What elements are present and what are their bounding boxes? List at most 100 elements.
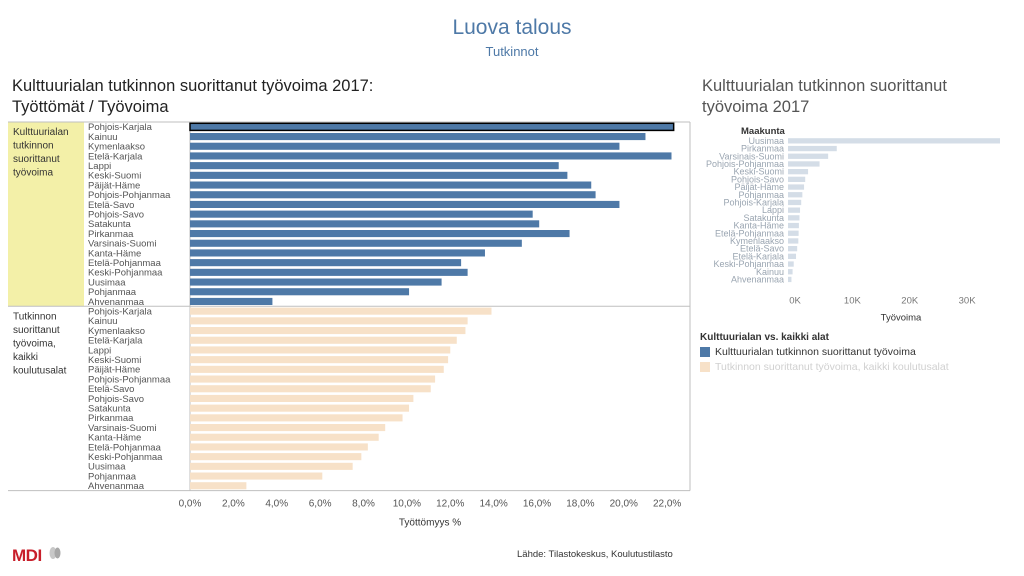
category-label: Keski-Suomi xyxy=(733,167,784,177)
row-label-line: työvoima xyxy=(13,168,53,179)
bar xyxy=(190,239,522,247)
row-label-line: Kulttuurialan xyxy=(13,127,69,138)
bar xyxy=(190,394,414,402)
legend-item-all-fields[interactable]: Tutkinnon suorittanut työvoima, kaikki k… xyxy=(700,361,949,373)
bar xyxy=(788,161,820,167)
row-label-culture: Kulttuurialan tutkinnon suorittanut työvoim… xyxy=(13,127,69,179)
bar xyxy=(788,222,799,229)
category-label: Pohjois-Pohjanmaa xyxy=(88,374,171,385)
bar xyxy=(190,133,646,141)
category-label: Päijät-Häme xyxy=(734,182,784,192)
bar xyxy=(190,356,449,364)
category-label: Päijät-Häme xyxy=(88,180,140,191)
category-label: Pirkanmaa xyxy=(88,413,134,424)
legend-label-culture: Kulttuurialan tutkinnon suorittanut työv… xyxy=(715,346,916,358)
category-label: Etelä-Karjala xyxy=(88,151,143,162)
category-label: Kymenlaakso xyxy=(88,326,145,337)
bar xyxy=(190,443,368,451)
category-label: Satakunta xyxy=(88,404,131,415)
category-label: Kanta-Häme xyxy=(88,433,141,444)
x-axis-title: Työvoima xyxy=(881,312,922,323)
bar xyxy=(788,145,837,152)
category-label: Keski-Pohjanmaa xyxy=(88,268,163,279)
x-tick-label: 0,0% xyxy=(179,499,202,510)
category-label: Etelä-Karjala xyxy=(88,336,143,347)
category-label: Kanta-Häme xyxy=(88,248,141,259)
category-label: Lappi xyxy=(88,161,111,172)
legend-item-culture[interactable]: Kulttuurialan tutkinnon suorittanut työv… xyxy=(700,346,916,358)
row-label-line: Tutkinnon xyxy=(13,311,57,322)
bar xyxy=(788,184,805,190)
category-label: Pirkanmaa xyxy=(741,144,784,154)
bar xyxy=(788,230,799,236)
bar xyxy=(788,269,793,275)
bar xyxy=(190,385,431,393)
x-tick-label: 2,0% xyxy=(222,499,245,510)
x-tick-label: 14,0% xyxy=(479,499,507,510)
bar xyxy=(190,220,540,228)
mdi-logo: MDI xyxy=(12,546,42,565)
category-label: Etelä-Pohjanmaa xyxy=(715,228,784,238)
bar xyxy=(190,482,247,490)
bar xyxy=(788,199,802,206)
category-label: Päijät-Häme xyxy=(88,365,140,376)
bar xyxy=(190,200,620,208)
category-label: Pohjois-Pohjanmaa xyxy=(706,159,784,169)
right-chart-title-line1: Kulttuurialan tutkinnon suorittanut xyxy=(702,77,947,95)
bar xyxy=(190,462,353,470)
category-label: Uusimaa xyxy=(88,462,126,473)
left-chart-title-line1: Kulttuurialan tutkinnon suorittanut työv… xyxy=(12,77,374,95)
category-label: Pohjois-Pohjanmaa xyxy=(88,190,171,201)
category-label: Pohjois-Karjala xyxy=(88,307,153,318)
row-label-line: koulutusalat xyxy=(13,365,67,376)
category-label: Etelä-Savo xyxy=(88,384,134,395)
category-label: Keski-Suomi xyxy=(88,171,141,182)
bar xyxy=(190,404,410,412)
bar xyxy=(190,171,568,179)
bar xyxy=(788,276,792,283)
category-label: Satakunta xyxy=(743,213,784,223)
bar xyxy=(190,181,592,189)
bar xyxy=(190,288,410,296)
row-label-line: tutkinnon xyxy=(13,141,54,152)
category-label: Ahvenanmaa xyxy=(731,275,784,285)
x-tick-label: 10,0% xyxy=(393,499,421,510)
category-label: Satakunta xyxy=(88,219,131,230)
category-label: Pohjois-Savo xyxy=(88,210,144,221)
x-tick-label: 18,0% xyxy=(566,499,594,510)
workforce-bar-chart[interactable]: MaakuntaUusimaaPirkanmaaVarsinais-SuomiP… xyxy=(700,120,1000,325)
bar xyxy=(190,152,672,160)
category-label: Lappi xyxy=(762,205,784,215)
bar xyxy=(190,259,462,267)
right-chart-title: Kulttuurialan tutkinnon suorittanut työv… xyxy=(702,76,947,118)
row-label-line: suorittanut xyxy=(13,154,60,165)
x-tick-label: 10K xyxy=(844,295,862,306)
legend-swatch-culture xyxy=(700,347,710,357)
category-label: Etelä-Savo xyxy=(740,244,784,254)
bar xyxy=(190,317,468,325)
page-title: Luova talous xyxy=(452,16,572,39)
bar xyxy=(788,246,798,252)
category-label: Kainuu xyxy=(88,316,118,327)
category-label: Keski-Pohjanmaa xyxy=(713,259,784,269)
category-label: Pohjanmaa xyxy=(88,471,137,482)
category-label: Pohjois-Karjala xyxy=(723,198,784,208)
x-tick-label: 4,0% xyxy=(265,499,288,510)
legend-title: Kulttuurialan vs. kaikki alat xyxy=(700,332,829,343)
category-label: Pohjanmaa xyxy=(88,287,137,298)
bar xyxy=(190,230,570,238)
bar xyxy=(788,238,799,244)
category-label: Varsinais-Suomi xyxy=(88,239,156,250)
row-highlight xyxy=(8,122,84,307)
bar xyxy=(190,414,403,422)
category-label: Etelä-Savo xyxy=(88,200,134,211)
unemployment-bar-chart[interactable]: Kulttuurialan tutkinnon suorittanut työvoim… xyxy=(0,118,700,536)
category-label: Varsinais-Suomi xyxy=(719,151,784,161)
bar xyxy=(190,297,273,305)
legend-label-all-fields: Tutkinnon suorittanut työvoima, kaikki k… xyxy=(715,361,949,373)
bar xyxy=(190,365,444,373)
source-note: Lähde: Tilastokeskus, Koulutustilasto xyxy=(517,549,673,560)
bar xyxy=(788,138,1000,144)
row-label-line: suorittanut xyxy=(13,325,60,336)
category-label: Keski-Pohjanmaa xyxy=(88,452,163,463)
